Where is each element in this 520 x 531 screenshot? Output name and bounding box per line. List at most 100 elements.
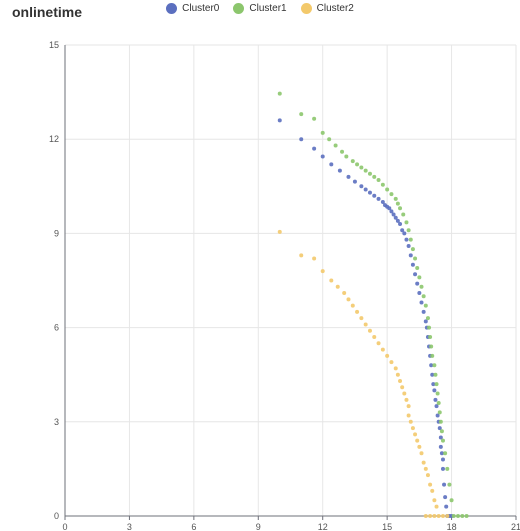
data-point-cluster2[interactable] (329, 278, 334, 283)
data-point-cluster1[interactable] (340, 149, 345, 154)
data-point-cluster2[interactable] (402, 391, 407, 396)
data-point-cluster2[interactable] (350, 303, 355, 308)
data-point-cluster2[interactable] (434, 504, 439, 509)
data-point-cluster1[interactable] (445, 466, 450, 471)
data-point-cluster1[interactable] (423, 303, 428, 308)
data-point-cluster1[interactable] (320, 130, 325, 135)
data-point-cluster2[interactable] (413, 432, 418, 437)
data-point-cluster2[interactable] (395, 372, 400, 377)
data-point-cluster1[interactable] (395, 201, 400, 206)
data-point-cluster1[interactable] (434, 382, 439, 387)
data-point-cluster2[interactable] (342, 291, 347, 296)
data-point-cluster1[interactable] (417, 275, 422, 280)
data-point-cluster2[interactable] (320, 269, 325, 274)
data-point-cluster1[interactable] (277, 91, 282, 96)
data-point-cluster0[interactable] (408, 253, 413, 258)
data-point-cluster1[interactable] (355, 162, 360, 167)
data-point-cluster2[interactable] (406, 413, 411, 418)
data-point-cluster0[interactable] (380, 200, 385, 204)
data-point-cluster2[interactable] (389, 360, 394, 365)
data-point-cluster0[interactable] (442, 482, 447, 487)
data-point-cluster1[interactable] (404, 220, 409, 225)
data-point-cluster2[interactable] (400, 385, 405, 390)
data-point-cluster1[interactable] (367, 171, 372, 176)
data-point-cluster0[interactable] (440, 466, 445, 471)
data-point-cluster1[interactable] (410, 247, 415, 252)
data-point-cluster0[interactable] (395, 218, 400, 223)
data-point-cluster0[interactable] (389, 209, 394, 214)
data-point-cluster1[interactable] (421, 294, 426, 299)
data-point-cluster0[interactable] (312, 146, 317, 151)
data-point-cluster0[interactable] (417, 291, 422, 296)
data-point-cluster1[interactable] (438, 419, 443, 424)
data-point-cluster1[interactable] (425, 316, 430, 321)
data-point-cluster0[interactable] (346, 174, 351, 179)
data-point-cluster2[interactable] (312, 256, 317, 261)
data-point-cluster1[interactable] (447, 482, 452, 487)
data-point-cluster0[interactable] (367, 190, 372, 195)
data-point-cluster1[interactable] (429, 344, 434, 349)
data-point-cluster1[interactable] (451, 514, 456, 518)
data-point-cluster2[interactable] (380, 347, 385, 352)
data-point-cluster2[interactable] (419, 451, 424, 456)
data-point-cluster2[interactable] (445, 514, 450, 518)
data-point-cluster2[interactable] (363, 322, 368, 327)
data-point-cluster0[interactable] (437, 426, 442, 431)
data-point-cluster2[interactable] (410, 426, 415, 431)
data-point-cluster1[interactable] (406, 228, 411, 233)
data-point-cluster2[interactable] (423, 466, 428, 471)
data-point-cluster1[interactable] (433, 372, 438, 377)
data-point-cluster1[interactable] (427, 325, 432, 330)
data-point-cluster2[interactable] (404, 397, 409, 402)
data-point-cluster1[interactable] (408, 237, 413, 242)
data-point-cluster1[interactable] (333, 143, 338, 148)
data-point-cluster1[interactable] (432, 363, 437, 368)
data-point-cluster0[interactable] (363, 187, 368, 192)
data-point-cluster2[interactable] (428, 514, 433, 518)
data-point-cluster0[interactable] (440, 457, 445, 462)
data-point-cluster0[interactable] (376, 196, 381, 201)
data-point-cluster1[interactable] (430, 353, 435, 358)
data-point-cluster1[interactable] (456, 514, 461, 518)
data-point-cluster2[interactable] (440, 514, 445, 518)
legend-item-cluster1[interactable]: Cluster1 (233, 3, 287, 14)
data-point-cluster0[interactable] (443, 495, 448, 500)
data-point-cluster2[interactable] (417, 444, 422, 449)
data-point-cluster0[interactable] (391, 212, 396, 217)
data-point-cluster2[interactable] (355, 309, 360, 314)
data-point-cluster0[interactable] (337, 168, 342, 173)
data-point-cluster2[interactable] (436, 514, 441, 518)
data-point-cluster1[interactable] (393, 196, 398, 201)
data-point-cluster0[interactable] (277, 118, 282, 123)
data-point-cluster1[interactable] (363, 168, 368, 173)
data-point-cluster0[interactable] (421, 309, 426, 314)
data-point-cluster0[interactable] (415, 281, 420, 286)
data-point-cluster0[interactable] (299, 137, 304, 142)
data-point-cluster0[interactable] (406, 243, 411, 248)
data-point-cluster1[interactable] (401, 212, 406, 217)
data-point-cluster2[interactable] (421, 460, 426, 465)
data-point-cluster0[interactable] (439, 451, 444, 456)
data-point-cluster1[interactable] (436, 400, 441, 405)
data-point-cluster2[interactable] (385, 353, 390, 358)
data-point-cluster1[interactable] (449, 498, 454, 503)
data-point-cluster0[interactable] (419, 300, 424, 305)
data-point-cluster2[interactable] (428, 482, 433, 487)
data-point-cluster1[interactable] (398, 206, 403, 211)
data-point-cluster2[interactable] (432, 514, 437, 518)
legend-item-cluster2[interactable]: Cluster2 (300, 3, 354, 14)
data-point-cluster0[interactable] (438, 435, 443, 440)
data-point-cluster2[interactable] (372, 335, 377, 340)
data-point-cluster2[interactable] (393, 366, 398, 371)
data-point-cluster0[interactable] (423, 319, 428, 324)
data-point-cluster2[interactable] (425, 473, 430, 478)
data-point-cluster2[interactable] (398, 378, 403, 383)
data-point-cluster1[interactable] (299, 112, 304, 117)
data-point-cluster2[interactable] (406, 404, 411, 409)
data-point-cluster1[interactable] (460, 514, 465, 518)
data-point-cluster2[interactable] (408, 419, 413, 424)
data-point-cluster2[interactable] (367, 328, 372, 333)
data-point-cluster2[interactable] (277, 229, 282, 234)
data-point-cluster1[interactable] (312, 116, 317, 121)
data-point-cluster0[interactable] (387, 206, 392, 211)
